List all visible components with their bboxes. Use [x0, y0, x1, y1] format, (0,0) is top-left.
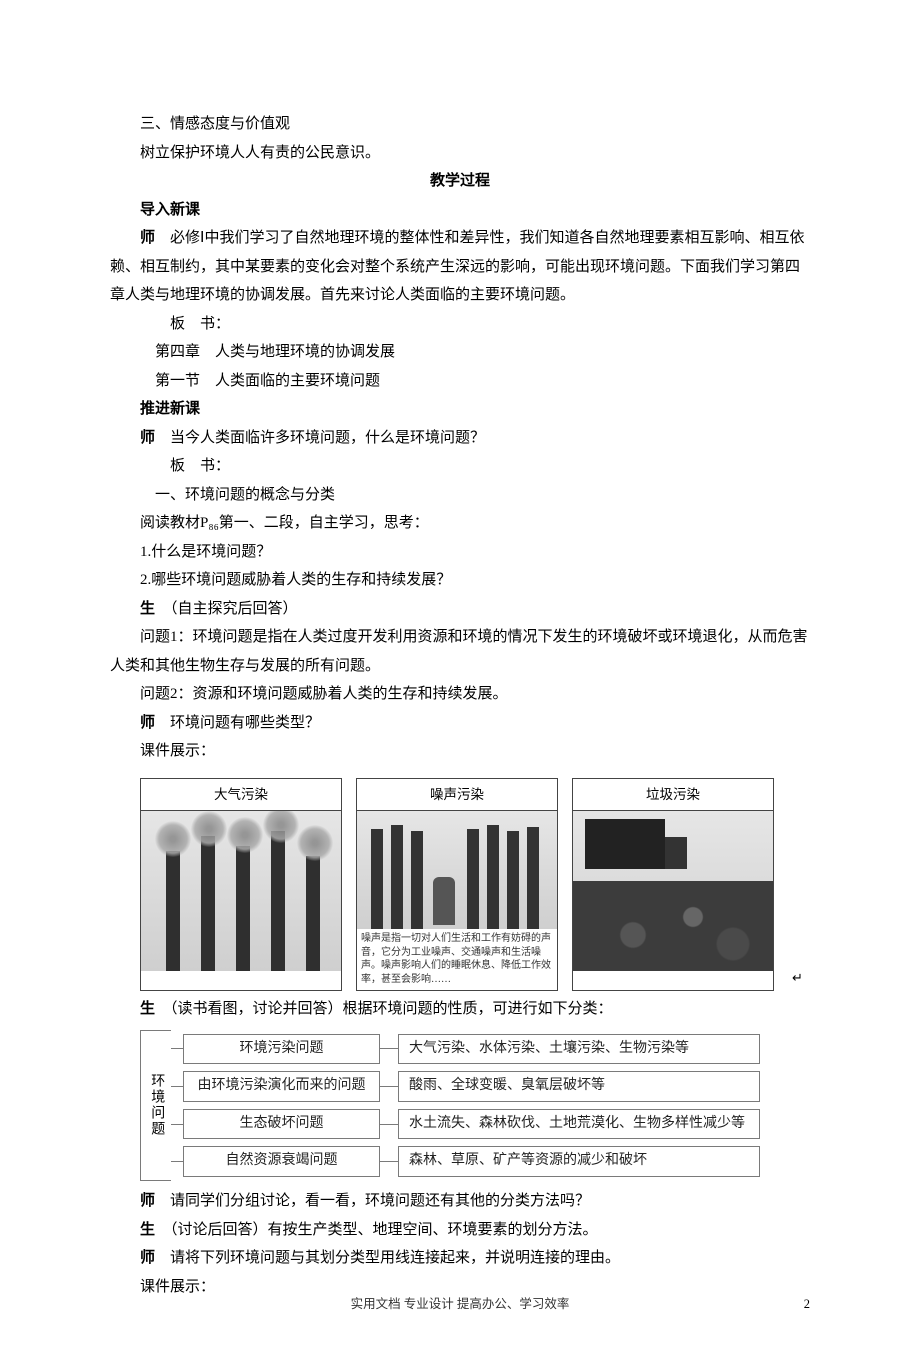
page-number: 2: [804, 1293, 810, 1317]
intro-label: 导入新课: [110, 196, 810, 225]
after-photos-text: （读书看图，讨论并回答）根据环境问题的性质，可进行如下分类：: [170, 1001, 613, 1017]
tree-category: 生态破坏问题: [183, 1109, 380, 1140]
photo-garbage-pollution: 垃圾污染: [572, 778, 774, 992]
after-photos-line: 生 （读书看图，讨论并回答）根据环境问题的性质，可进行如下分类：: [110, 995, 810, 1024]
tail-s: 生 （讨论后回答）有按生产类型、地理空间、环境要素的划分方法。: [110, 1216, 810, 1245]
student-note: （自主探究后回答）: [170, 601, 298, 617]
board-line-1: 第四章 人类与地理环境的协调发展: [110, 338, 810, 367]
photo-body: [573, 811, 773, 971]
teacher-prefix: 师: [140, 1250, 155, 1266]
read-line: 阅读教材P₈₆第一、二段，自主学习，思考：: [110, 509, 810, 538]
tree-row: 生态破坏问题水土流失、森林砍伐、土地荒漠化、生物多样性减少等: [171, 1109, 760, 1140]
teacher-prefix: 师: [140, 715, 155, 731]
tree-row: 由环境污染演化而来的问题酸雨、全球变暖、臭氧层破坏等: [171, 1071, 760, 1102]
tail-t2: 师 请将下列环境问题与其划分类型用线连接起来，并说明连接的理由。: [110, 1244, 810, 1273]
process-heading: 教学过程: [110, 167, 810, 196]
photo-caption: 噪声是指一切对人们生活和工作有妨碍的声音，它分为工业噪声、交通噪声和生活噪声。噪…: [357, 929, 557, 990]
tree-examples: 酸雨、全球变暖、臭氧层破坏等: [398, 1071, 760, 1102]
tree-examples: 水土流失、森林砍伐、土地荒漠化、生物多样性减少等: [398, 1109, 760, 1140]
push-t2: 师 环境问题有哪些类型？: [110, 709, 810, 738]
photo-body: [141, 811, 341, 971]
photo-air-pollution: 大气污染: [140, 778, 342, 992]
q2: 2.哪些环境问题威胁着人类的生存和持续发展？: [110, 566, 810, 595]
answer2: 问题2：资源和环境问题威胁着人类的生存和持续发展。: [110, 680, 810, 709]
tree-examples: 大气污染、水体污染、土壤污染、生物污染等: [398, 1034, 760, 1065]
tree-row: 环境污染问题大气污染、水体污染、土壤污染、生物污染等: [171, 1034, 760, 1065]
tail-t1: 师 请同学们分组讨论，看一看，环境问题还有其他的分类方法吗？: [110, 1187, 810, 1216]
line-break-icon: ↵: [792, 966, 803, 991]
slide-label: 课件展示：: [110, 737, 810, 766]
board-label: 板 书：: [110, 310, 810, 339]
push-t1: 师 当今人类面临许多环境问题，什么是环境问题？: [110, 424, 810, 453]
tree-root: 环境问题: [140, 1030, 171, 1181]
section3-title: 三、情感态度与价值观: [110, 110, 810, 139]
push-label: 推进新课: [110, 395, 810, 424]
answer1: 问题1：环境问题是指在人类过度开发利用资源和环境的情况下发生的环境破坏或环境退化…: [110, 623, 810, 680]
document-page: 三、情感态度与价值观 树立保护环境人人有责的公民意识。 教学过程 导入新课 师 …: [0, 0, 920, 1351]
tail-t2-text: 请将下列环境问题与其划分类型用线连接起来，并说明连接的理由。: [170, 1250, 620, 1266]
push-t2-text: 环境问题有哪些类型？: [170, 715, 320, 731]
student-prefix: 生: [140, 1001, 155, 1017]
tree-row: 自然资源衰竭问题森林、草原、矿产等资源的减少和破坏: [171, 1146, 760, 1177]
teacher-prefix: 师: [140, 430, 155, 446]
q1: 1.什么是环境问题？: [110, 538, 810, 567]
photo-body: [357, 811, 557, 929]
page-footer: 实用文档 专业设计 提高办公、学习效率: [0, 1293, 920, 1317]
intro-teacher-text: 必修Ⅰ中我们学习了自然地理环境的整体性和差异性，我们知道各自然地理要素相互影响、…: [110, 230, 804, 303]
student-line: 生 （自主探究后回答）: [110, 595, 810, 624]
board-label2: 板 书：: [110, 452, 810, 481]
section3-line: 树立保护环境人人有责的公民意识。: [110, 139, 810, 168]
tail-s-text: （讨论后回答）有按生产类型、地理空间、环境要素的划分方法。: [170, 1222, 598, 1238]
tree-rows: 环境污染问题大气污染、水体污染、土壤污染、生物污染等由环境污染演化而来的问题酸雨…: [171, 1030, 760, 1181]
photo-noise-pollution: 噪声污染 噪声是指一切对人们生活和工作有妨碍的声音，它分为工业噪声、交通噪声和生…: [356, 778, 558, 992]
tree-category: 由环境污染演化而来的问题: [183, 1071, 380, 1102]
teacher-prefix: 师: [140, 230, 155, 246]
tree-category: 环境污染问题: [183, 1034, 380, 1065]
student-prefix: 生: [140, 1222, 155, 1238]
classification-tree: 环境问题 环境污染问题大气污染、水体污染、土壤污染、生物污染等由环境污染演化而来…: [140, 1030, 810, 1181]
tree-examples: 森林、草原、矿产等资源的减少和破坏: [398, 1146, 760, 1177]
push-t1-text: 当今人类面临许多环境问题，什么是环境问题？: [170, 430, 485, 446]
photo-row: 大气污染 噪声污染: [140, 778, 810, 992]
board-line-2: 第一节 人类面临的主要环境问题: [110, 367, 810, 396]
tree-category: 自然资源衰竭问题: [183, 1146, 380, 1177]
photo-title: 大气污染: [141, 779, 341, 812]
teacher-prefix: 师: [140, 1193, 155, 1209]
truck-icon: [585, 819, 665, 869]
tail-t1-text: 请同学们分组讨论，看一看，环境问题还有其他的分类方法吗？: [170, 1193, 590, 1209]
board-line-3: 一、环境问题的概念与分类: [110, 481, 810, 510]
garbage-pile-icon: [573, 881, 773, 971]
photo-title: 垃圾污染: [573, 779, 773, 812]
intro-teacher-line: 师 必修Ⅰ中我们学习了自然地理环境的整体性和差异性，我们知道各自然地理要素相互影…: [110, 224, 810, 310]
photo-title: 噪声污染: [357, 779, 557, 812]
student-prefix: 生: [140, 601, 155, 617]
